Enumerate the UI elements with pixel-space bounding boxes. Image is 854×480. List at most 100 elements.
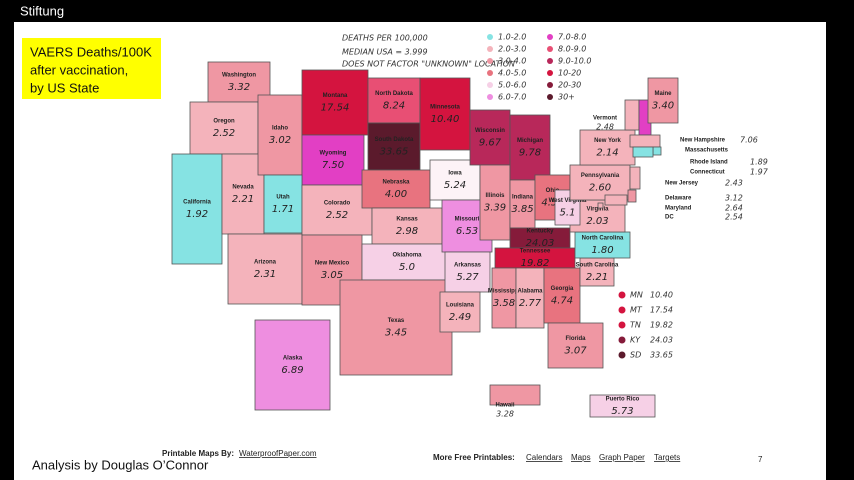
legend-swatch [487,46,493,52]
state-name: Virginia [587,207,610,213]
state-area [479,164,511,241]
state-name: Florida [565,336,586,342]
state-value: 2.64 [725,204,743,213]
state-value: 5.0 [399,262,415,273]
legend-swatch [547,58,553,64]
footer-link[interactable]: Calendars [526,453,562,462]
state-value: 3.40 [652,101,674,112]
callout-label: SD [630,351,641,360]
state-area [469,109,511,166]
state-value: 3.32 [228,82,250,93]
state-value: 3.12 [725,194,743,203]
state-name: West Virginia [549,198,587,204]
state-name: Minnesota [430,105,460,111]
callout-value: 17.54 [650,306,673,315]
state-name: Oregon [213,119,235,125]
legend-swatch [547,46,553,52]
state-name: Alabama [517,289,543,295]
callout-label: KY [630,336,641,345]
state-value: 3.45 [385,328,407,339]
legend-swatch [547,94,553,100]
legend-label: 7.0-8.0 [558,33,586,42]
state-area [509,114,551,181]
state-value: 2.98 [396,226,418,237]
state-value: 3.02 [269,135,291,146]
state-area [627,189,637,203]
state-name: New Mexico [315,261,350,267]
state-name: Massachusetts [685,148,729,154]
state-value: 3.07 [564,346,587,357]
state-area [652,146,662,156]
footer-link[interactable]: Targets [654,453,680,462]
legend-label: 20-30 [558,81,581,90]
state-value: 2.52 [326,210,348,221]
state-name: Washington [222,73,256,79]
legend-median: MEDIAN USA = 3.999 [342,48,428,57]
state-value: 3.05 [321,270,343,281]
caption-line: by US State [30,80,99,95]
state-name: Wyoming [320,151,347,157]
state-name: Alaska [283,356,303,362]
state-value: 7.50 [322,160,344,171]
callout-value: 10.40 [650,291,673,300]
state-name: South Carolina [576,263,619,269]
state-area [632,146,654,158]
state-value: 4.74 [551,296,573,307]
state-name: Vermont [593,116,617,122]
callout-dot [618,351,626,359]
state-name: Ohio [546,188,560,194]
state-name: DC [665,215,674,221]
state-name: Michigan [517,138,543,144]
page-number: 7 [758,455,763,464]
state-area [579,129,636,166]
callout-label: MT [630,306,643,315]
state-area [444,251,491,293]
state-value: 19.82 [521,258,550,269]
legend-swatch [547,82,553,88]
state-name: Delaware [665,196,692,202]
legend-title: DEATHS PER 100,000 [342,34,428,43]
state-value: 9.78 [519,148,541,159]
state-area [547,322,604,369]
state-value: 2.54 [725,213,743,222]
state-name: Nevada [232,185,254,191]
state-name: Louisiana [446,303,475,309]
state-area [301,134,365,186]
state-name: North Dakota [375,91,413,97]
credit-link[interactable]: WaterproofPaper.com [239,449,317,458]
legend-swatch [547,70,553,76]
legend-swatch [487,34,493,40]
state-name: Puerto Rico [606,397,640,403]
state-name: Illinois [485,193,505,199]
state-name: Missouri [455,217,480,223]
state-area [647,77,679,124]
state-area [439,291,481,333]
state-value: 2.03 [586,216,608,227]
state-area [589,394,656,418]
state-name: Iowa [448,171,462,177]
state-value: 2.60 [589,183,611,194]
state-value: 4.50 [541,198,563,209]
state-name: Hawaii [495,403,514,409]
state-area [629,166,641,190]
state-value: 2.43 [725,179,743,188]
author: Analysis by Douglas O’Connor [32,457,209,472]
state-area [419,77,471,151]
state-area [629,134,661,148]
state-area [579,257,615,287]
state-area [574,231,631,259]
footer-link[interactable]: Maps [571,453,591,462]
state-value: 9.67 [479,138,502,149]
legend-swatch [547,34,553,40]
state-area [367,77,421,124]
state-name: Utah [276,195,290,201]
legend-label: 6.0-7.0 [498,93,526,102]
state-area [367,122,421,171]
legend-label: 8.0-9.0 [558,45,586,54]
state-name: Maryland [665,206,692,212]
footer-link[interactable]: Graph Paper [599,453,645,462]
state-area [254,319,331,411]
legend-swatch [487,82,493,88]
state-value: 2.52 [213,128,235,139]
